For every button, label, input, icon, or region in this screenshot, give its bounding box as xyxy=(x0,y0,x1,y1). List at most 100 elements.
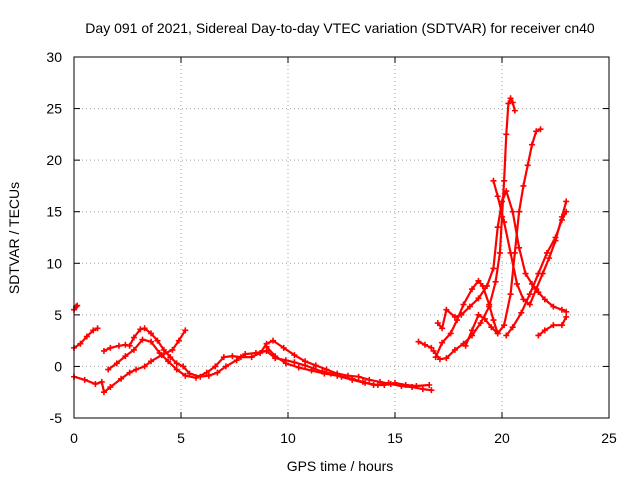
data-point xyxy=(115,342,122,349)
data-point xyxy=(503,332,510,339)
data-point xyxy=(563,313,570,320)
data-point xyxy=(362,379,369,386)
data-point xyxy=(494,330,501,337)
data-point xyxy=(237,354,244,361)
series-arc-5 xyxy=(105,336,435,394)
data-point xyxy=(214,369,221,376)
data-point xyxy=(513,280,520,287)
data-point xyxy=(222,363,229,370)
data-point xyxy=(428,344,435,351)
series-arc-8 xyxy=(430,95,518,363)
data-point xyxy=(126,369,133,376)
data-point xyxy=(233,357,240,364)
data-point xyxy=(535,270,542,277)
data-point xyxy=(507,291,514,298)
data-point xyxy=(160,346,167,353)
y-tick-label: 10 xyxy=(46,255,62,271)
plot-frame xyxy=(73,56,610,419)
data-point xyxy=(77,340,84,347)
data-point xyxy=(524,162,531,169)
data-point xyxy=(148,338,155,345)
data-point xyxy=(535,332,542,339)
tick-layer: 0 5 10 15 20 25 -5 0 5 10 15 20 25 30 xyxy=(46,49,617,446)
data-point xyxy=(312,362,319,369)
x-tick-label: 15 xyxy=(387,430,403,446)
data-point xyxy=(169,346,176,353)
data-point xyxy=(526,291,533,298)
data-point xyxy=(490,265,497,272)
data-point xyxy=(374,381,381,388)
y-tick-label: 25 xyxy=(46,101,62,117)
data-point xyxy=(156,350,163,357)
data-point xyxy=(520,182,527,189)
data-point xyxy=(501,322,508,329)
data-point xyxy=(503,188,510,195)
data-point xyxy=(516,208,523,215)
data-point xyxy=(130,334,137,341)
data-point xyxy=(434,320,441,327)
y-tick-label: 5 xyxy=(54,307,62,323)
y-tick-label: 20 xyxy=(46,152,62,168)
data-point xyxy=(419,386,426,393)
data-point xyxy=(466,303,473,310)
data-point xyxy=(148,330,155,337)
data-point xyxy=(439,339,446,346)
data-point xyxy=(563,198,570,205)
data-point xyxy=(443,306,450,313)
data-point xyxy=(229,353,236,360)
data-point xyxy=(475,311,482,318)
data-point xyxy=(451,346,458,353)
series-arc-6 xyxy=(263,343,392,388)
data-point xyxy=(141,363,148,370)
data-point xyxy=(490,317,497,324)
data-point xyxy=(137,326,144,333)
data-point xyxy=(100,389,107,396)
data-point xyxy=(321,370,328,377)
data-point xyxy=(92,380,99,387)
data-point xyxy=(490,177,497,184)
data-point xyxy=(528,141,535,148)
data-point xyxy=(550,322,557,329)
data-point xyxy=(107,344,114,351)
data-point xyxy=(535,289,542,296)
series-arc-11 xyxy=(462,126,544,349)
data-point xyxy=(148,358,155,365)
data-point xyxy=(458,311,465,318)
data-point xyxy=(541,296,548,303)
data-point xyxy=(74,302,81,309)
data-point xyxy=(543,249,550,256)
data-point xyxy=(257,350,264,357)
series-arc-14 xyxy=(535,313,570,339)
data-point xyxy=(511,107,518,114)
data-point xyxy=(507,95,514,102)
data-point xyxy=(366,376,373,383)
data-point xyxy=(173,360,180,367)
data-point xyxy=(139,336,146,343)
data-point xyxy=(182,327,189,334)
data-point xyxy=(460,301,467,308)
data-point xyxy=(272,353,279,360)
y-tick-label: -5 xyxy=(50,410,63,426)
data-point xyxy=(494,224,501,231)
data-point xyxy=(165,358,172,365)
data-point xyxy=(507,249,514,256)
data-point xyxy=(477,320,484,327)
data-point xyxy=(122,341,129,348)
data-point xyxy=(526,301,533,308)
data-point xyxy=(486,301,493,308)
data-point xyxy=(501,219,508,226)
data-point xyxy=(428,387,435,394)
data-point xyxy=(496,249,503,256)
data-point xyxy=(154,337,161,344)
data-point xyxy=(100,347,107,354)
data-point xyxy=(436,356,443,363)
y-tick-label: 30 xyxy=(46,49,62,65)
data-point xyxy=(280,344,287,351)
data-point xyxy=(270,337,277,344)
data-point xyxy=(484,282,491,289)
data-point xyxy=(118,375,125,382)
data-point xyxy=(421,341,428,348)
x-tick-label: 10 xyxy=(280,430,296,446)
data-point xyxy=(558,306,565,313)
